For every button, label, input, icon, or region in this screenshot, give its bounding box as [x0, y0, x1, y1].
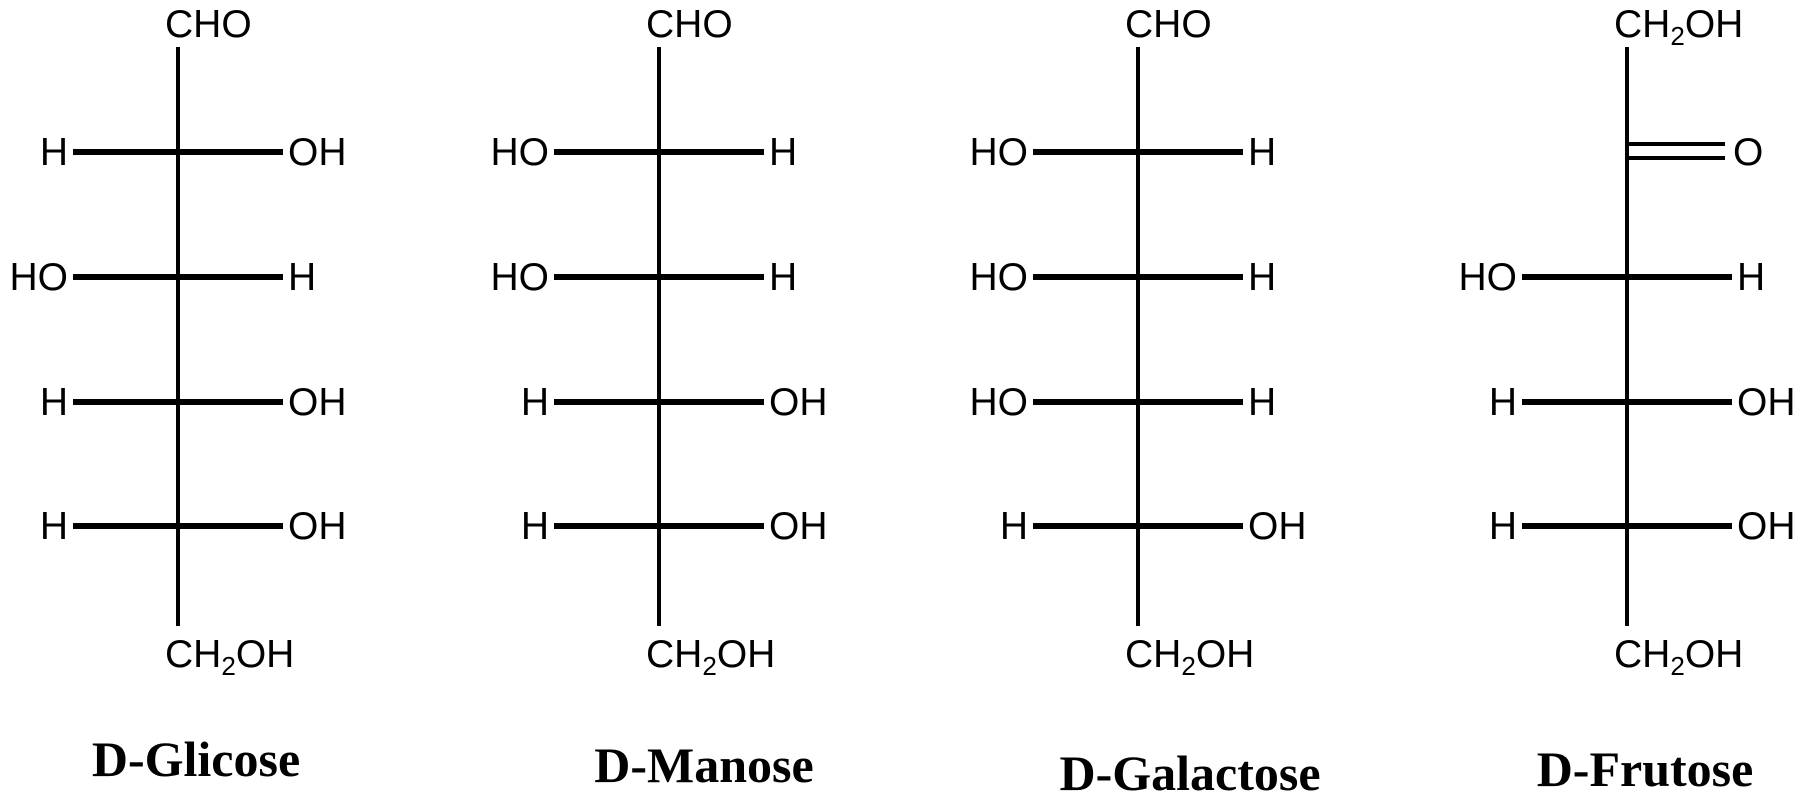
left-substituent-label: HO [490, 256, 550, 299]
bottom-group-label: CH2OH [1614, 633, 1744, 681]
molecule-name: D-Manose [594, 737, 814, 793]
right-substituent-label: OH [288, 505, 347, 548]
left-substituent-label: HO [1458, 256, 1518, 299]
subscript: 2 [1670, 651, 1685, 681]
horizontal-bond [73, 523, 283, 529]
horizontal-bond [1033, 523, 1243, 529]
horizontal-bond [1522, 523, 1732, 529]
carbon-chain-bond [1136, 47, 1140, 626]
left-substituent-label: H [39, 505, 68, 548]
horizontal-bond [73, 274, 283, 280]
left-substituent-label: HO [969, 256, 1029, 299]
molecule-name: D-Frutose [1536, 741, 1754, 797]
right-substituent-label: H [769, 256, 798, 299]
right-substituent-label: H [1248, 131, 1277, 174]
subscript: 2 [1181, 651, 1196, 681]
left-substituent-label: H [999, 505, 1028, 548]
right-substituent-label: OH [1248, 505, 1307, 548]
right-substituent-label: OH [1737, 381, 1796, 424]
horizontal-bond [554, 149, 764, 155]
double-bond-line [1625, 156, 1725, 160]
horizontal-bond [73, 399, 283, 405]
right-substituent-label: H [1737, 256, 1766, 299]
subscript: 2 [221, 651, 236, 681]
horizontal-bond [1033, 274, 1243, 280]
oxygen-atom-label: O [1733, 131, 1764, 174]
horizontal-bond [1522, 274, 1732, 280]
left-substituent-label: H [520, 381, 549, 424]
left-substituent-label: HO [969, 131, 1029, 174]
horizontal-bond [554, 523, 764, 529]
horizontal-bond [1522, 399, 1732, 405]
carbon-chain-bond [657, 47, 661, 626]
left-substituent-label: HO [9, 256, 69, 299]
bottom-group-label: CH2OH [1125, 633, 1255, 681]
double-bond-line [1625, 142, 1725, 146]
left-substituent-label: H [1488, 381, 1517, 424]
left-substituent-label: H [520, 505, 549, 548]
right-substituent-label: OH [288, 381, 347, 424]
subscript: 2 [702, 651, 717, 681]
horizontal-bond [1033, 149, 1243, 155]
carbon-chain-bond [176, 47, 180, 626]
horizontal-bond [554, 274, 764, 280]
carbon-chain-bond [1625, 47, 1629, 626]
right-substituent-label: H [1248, 256, 1277, 299]
right-substituent-label: OH [769, 505, 828, 548]
top-group-label: CHO [1125, 3, 1212, 46]
top-group-label: CHO [165, 3, 252, 46]
right-substituent-label: OH [288, 131, 347, 174]
left-substituent-label: H [39, 381, 68, 424]
horizontal-bond [554, 399, 764, 405]
molecule-name: D-Galactose [1059, 745, 1321, 801]
left-substituent-label: H [39, 131, 68, 174]
top-group-label: CH2OH [1614, 3, 1744, 51]
right-substituent-label: H [1248, 381, 1277, 424]
bottom-group-label: CH2OH [165, 633, 295, 681]
left-substituent-label: H [1488, 505, 1517, 548]
right-substituent-label: OH [1737, 505, 1796, 548]
bottom-group-label: CH2OH [646, 633, 776, 681]
left-substituent-label: HO [490, 131, 550, 174]
right-substituent-label: H [769, 131, 798, 174]
right-substituent-label: OH [769, 381, 828, 424]
subscript: 2 [1670, 21, 1685, 51]
left-substituent-label: HO [969, 381, 1029, 424]
right-substituent-label: H [288, 256, 317, 299]
molecule-name: D-Glicose [91, 731, 301, 787]
top-group-label: CHO [646, 3, 733, 46]
horizontal-bond [1033, 399, 1243, 405]
horizontal-bond [73, 149, 283, 155]
